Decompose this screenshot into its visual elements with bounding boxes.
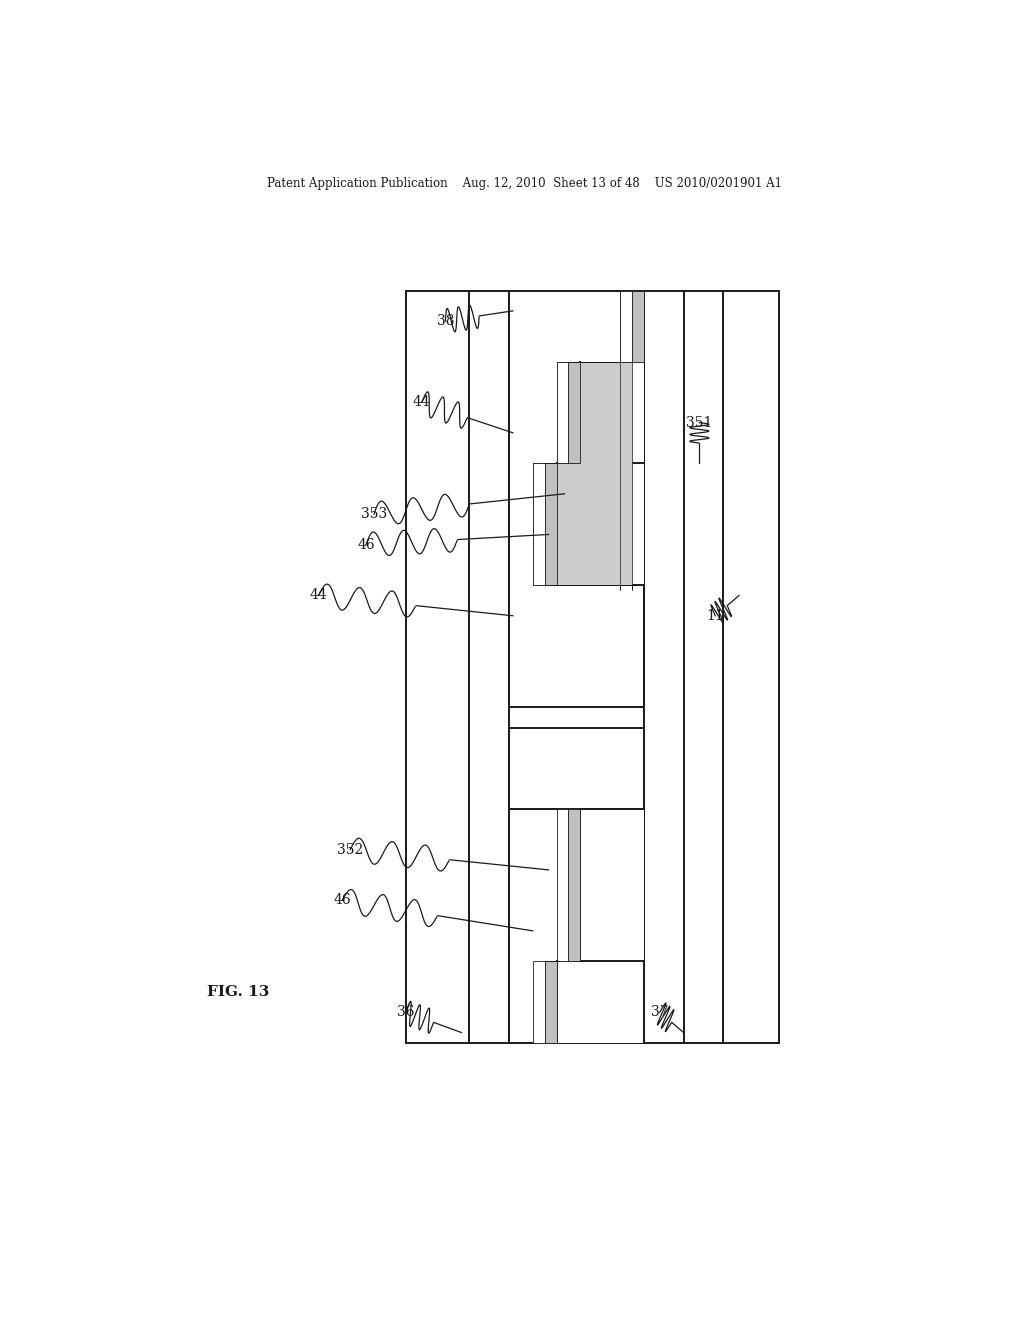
Polygon shape — [509, 809, 644, 1043]
Polygon shape — [532, 809, 568, 1043]
Text: 351: 351 — [686, 416, 713, 430]
Polygon shape — [545, 290, 644, 585]
Polygon shape — [644, 290, 779, 1043]
Polygon shape — [509, 290, 644, 708]
Polygon shape — [545, 809, 581, 1043]
Polygon shape — [509, 727, 644, 809]
Polygon shape — [581, 809, 644, 961]
Polygon shape — [557, 463, 644, 585]
Polygon shape — [532, 290, 621, 590]
Text: 46: 46 — [357, 537, 375, 552]
Polygon shape — [581, 362, 644, 463]
Text: 44: 44 — [413, 395, 430, 409]
Text: 353: 353 — [360, 507, 387, 521]
Text: 46: 46 — [334, 894, 351, 907]
Polygon shape — [406, 290, 509, 1043]
Text: 352: 352 — [337, 842, 364, 857]
Text: Patent Application Publication    Aug. 12, 2010  Sheet 13 of 48    US 2010/02019: Patent Application Publication Aug. 12, … — [267, 177, 782, 190]
Text: 37: 37 — [651, 1005, 669, 1019]
Text: 44: 44 — [309, 589, 328, 602]
Text: 38: 38 — [436, 314, 455, 329]
Polygon shape — [532, 290, 632, 585]
Polygon shape — [557, 961, 644, 1043]
Text: FIG. 13: FIG. 13 — [207, 985, 269, 999]
Polygon shape — [545, 290, 632, 590]
Text: 36: 36 — [397, 1005, 415, 1019]
Text: 11: 11 — [707, 609, 724, 623]
